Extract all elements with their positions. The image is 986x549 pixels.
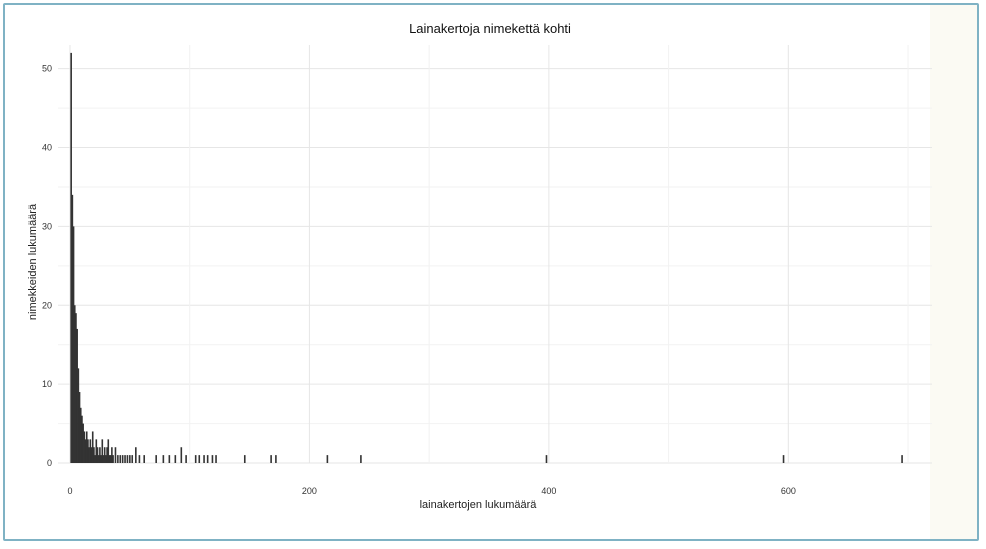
bar-6 <box>77 368 80 463</box>
bars <box>70 52 903 464</box>
bar-47 <box>155 455 157 463</box>
bar-0 <box>70 52 72 464</box>
bar-15 <box>88 447 90 463</box>
bar-10 <box>82 423 84 463</box>
bar-21 <box>95 439 98 463</box>
bar-65 <box>782 455 785 463</box>
bar-58 <box>215 455 217 463</box>
bar-55 <box>203 455 205 463</box>
bar-57 <box>211 455 214 463</box>
bar-25 <box>100 455 102 463</box>
bar-48 <box>162 455 165 463</box>
y-tick-40: 40 <box>42 143 52 153</box>
chart-title: Lainakertoja nimekettä kohti <box>409 21 571 36</box>
bar-37 <box>117 455 119 463</box>
bar-29 <box>105 455 107 463</box>
bar-14 <box>87 439 89 463</box>
bar-49 <box>168 455 171 463</box>
bar-2 <box>72 226 75 463</box>
bar-30 <box>106 447 108 463</box>
right-margin-strip <box>930 5 977 539</box>
y-tick-20: 20 <box>42 300 52 310</box>
bar-22 <box>96 447 99 463</box>
bar-33 <box>109 455 112 463</box>
y-tick-30: 30 <box>42 221 52 231</box>
x-tick-600: 600 <box>781 486 796 496</box>
x-axis-label: lainakertojen lukumäärä <box>420 499 538 511</box>
bar-54 <box>198 455 201 463</box>
bar-17 <box>90 447 93 463</box>
y-tick-labels: 0 10 20 30 40 50 <box>42 64 52 468</box>
bar-38 <box>119 455 122 463</box>
y-tick-10: 10 <box>42 379 52 389</box>
bar-35 <box>112 455 114 463</box>
bar-34 <box>111 447 113 463</box>
bar-19 <box>93 447 95 463</box>
bar-52 <box>185 455 187 463</box>
x-tick-400: 400 <box>541 486 556 496</box>
bar-24 <box>99 447 101 463</box>
bar-9 <box>81 415 83 463</box>
bar-27 <box>102 455 105 463</box>
bar-5 <box>76 328 78 463</box>
bar-42 <box>129 455 131 463</box>
y-tick-0: 0 <box>47 458 52 468</box>
bar-56 <box>206 455 209 463</box>
x-tick-labels: 0 200 400 600 <box>67 486 795 496</box>
bar-40 <box>124 455 126 463</box>
bar-36 <box>114 447 117 463</box>
y-tick-50: 50 <box>42 64 52 74</box>
bar-18 <box>91 431 94 463</box>
bar-64 <box>545 455 548 463</box>
bar-32 <box>108 455 111 463</box>
bar-20 <box>94 455 96 463</box>
x-tick-200: 200 <box>302 486 317 496</box>
bar-41 <box>126 455 129 463</box>
bar-8 <box>79 407 82 463</box>
bar-51 <box>180 447 183 463</box>
bar-61 <box>275 455 277 463</box>
bar-28 <box>103 447 106 463</box>
bar-44 <box>135 447 137 463</box>
bar-60 <box>270 455 272 463</box>
bar-3 <box>73 305 76 463</box>
bar-63 <box>360 455 362 463</box>
bar-12 <box>84 439 87 463</box>
bar-11 <box>83 431 86 463</box>
grid-lines <box>58 45 932 464</box>
bar-4 <box>75 313 77 463</box>
bar-62 <box>326 455 329 463</box>
bar-13 <box>85 431 88 463</box>
bar-31 <box>107 439 110 463</box>
bar-50 <box>174 455 177 463</box>
bar-39 <box>121 455 124 463</box>
bar-16 <box>89 439 92 463</box>
bar-1 <box>71 194 74 463</box>
bar-7 <box>78 392 81 463</box>
bar-66 <box>901 455 903 463</box>
bar-43 <box>131 455 134 463</box>
bar-23 <box>97 455 100 463</box>
bar-53 <box>194 455 197 463</box>
x-tick-0: 0 <box>67 486 72 496</box>
bar-26 <box>101 439 104 463</box>
chart-frame <box>3 3 979 541</box>
y-axis-label: nimekkeiden lukumäärä <box>27 203 39 320</box>
bar-45 <box>138 455 141 463</box>
bar-59 <box>243 455 246 463</box>
bar-46 <box>143 455 146 463</box>
